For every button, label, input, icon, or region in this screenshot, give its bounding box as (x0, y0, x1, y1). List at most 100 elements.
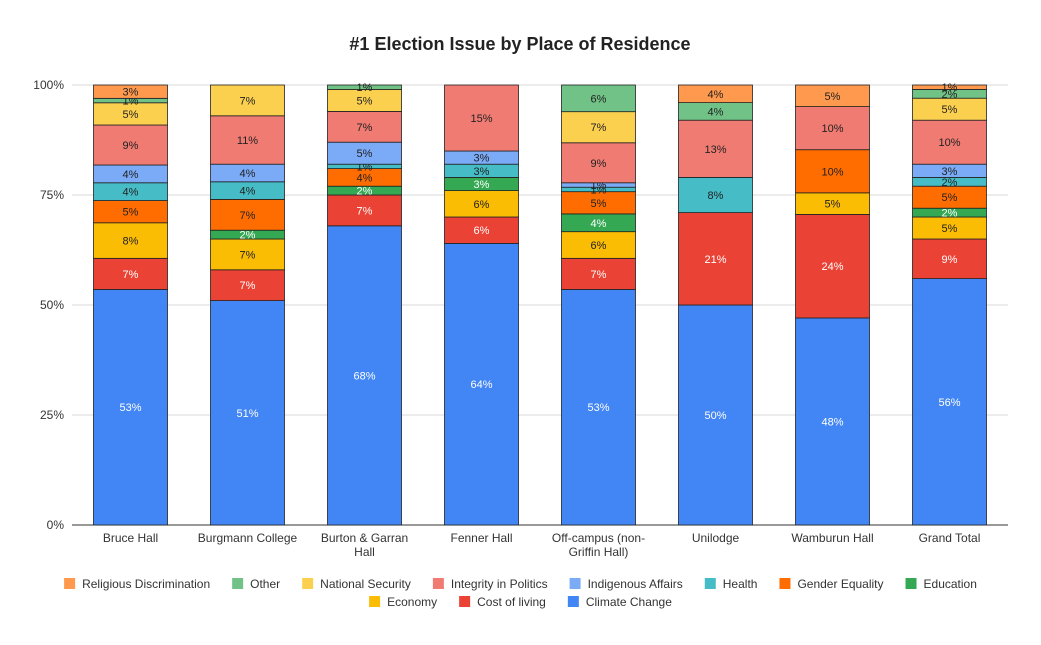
data-label: 10% (821, 166, 843, 178)
bar-segment (561, 84, 636, 113)
bars: 53%7%8%5%4%4%9%5%1%3%51%7%7%2%7%4%4%11%7… (93, 82, 987, 526)
legend-swatch (704, 578, 716, 589)
legend-label: Climate Change (586, 595, 672, 609)
legend-swatch (459, 596, 471, 607)
data-label: 2% (357, 186, 373, 198)
data-label: 13% (704, 144, 726, 156)
data-label: 24% (821, 261, 843, 273)
data-label: 48% (821, 416, 843, 428)
data-label: 7% (240, 249, 256, 261)
legend-label: Health (723, 577, 758, 591)
data-label: 2% (240, 230, 256, 242)
bar-segment (795, 106, 870, 151)
legend-swatch (779, 578, 791, 589)
bar-segment (678, 176, 753, 213)
legend-swatch (302, 578, 314, 589)
y-tick-label: 100% (33, 78, 64, 92)
data-label: 5% (942, 192, 958, 204)
legend-item: Other (232, 577, 280, 591)
legend-item: National Security (302, 577, 411, 591)
data-label: 5% (123, 207, 139, 219)
legend-swatch (432, 578, 444, 589)
data-label: 6% (474, 225, 490, 237)
bar-stack: 53%7%6%4%5%1%1%9%7%6% (561, 84, 636, 526)
bar-stack: 68%7%2%4%1%5%7%5%1% (327, 82, 402, 526)
data-label: 3% (942, 166, 958, 178)
x-axis-ticks: Bruce Hall Burgmann College Burton & Garra… (103, 531, 981, 559)
bar-segment (210, 269, 285, 301)
bar-segment (678, 212, 753, 306)
bar-segment (327, 225, 402, 526)
data-label: 6% (591, 93, 607, 105)
bar-segment (210, 300, 285, 526)
x-tick-label: Off-campus (non-Griffin Hall) (552, 531, 645, 559)
data-label: 9% (942, 254, 958, 266)
legend-label: Economy (387, 595, 437, 609)
y-tick-label: 75% (40, 188, 64, 202)
bar-segment (561, 142, 636, 184)
x-tick-label: Wamburun Hall (791, 531, 873, 545)
data-label: 11% (237, 135, 258, 147)
legend-item: Religious Discrimination (64, 577, 210, 591)
data-label: 7% (591, 122, 607, 134)
data-label: 4% (240, 186, 256, 198)
legend-label: Other (250, 577, 280, 591)
x-tick-label: Fenner Hall (450, 531, 512, 545)
data-label: 4% (240, 168, 256, 180)
data-label: 3% (123, 87, 139, 99)
legend-label: Integrity in Politics (451, 577, 548, 591)
x-tick-label: Bruce Hall (103, 531, 158, 545)
y-tick-label: 50% (40, 298, 64, 312)
data-label: 7% (357, 205, 373, 217)
x-tick-label: Burton & Garran Hall (321, 531, 408, 559)
bar-segment (210, 84, 285, 117)
bar-stack: 53%7%8%5%4%4%9%5%1%3% (93, 84, 168, 526)
data-label: 9% (591, 158, 607, 170)
legend-label: National Security (320, 577, 411, 591)
data-label: 68% (353, 370, 375, 382)
data-label: 7% (240, 280, 256, 292)
data-label: 4% (708, 106, 724, 118)
data-label: 4% (123, 169, 139, 181)
data-label: 5% (357, 148, 373, 160)
data-label: 3% (474, 166, 490, 178)
y-tick-label: 25% (40, 408, 64, 422)
data-label: 4% (708, 89, 724, 101)
legend-item: Cost of living (459, 595, 546, 609)
data-label: 5% (123, 109, 139, 121)
data-label: 2% (942, 177, 958, 189)
legend-swatch (64, 578, 76, 589)
legend-item: Gender Equality (779, 577, 884, 591)
data-label: 9% (123, 140, 139, 152)
data-label: 53% (119, 402, 141, 414)
data-label: 8% (123, 236, 139, 248)
data-label: 7% (357, 122, 373, 134)
data-label: 5% (357, 95, 373, 107)
bar-segment (327, 111, 402, 143)
legend-item: Health (704, 577, 758, 591)
data-label: 15% (470, 113, 492, 125)
legend-item: Economy (369, 595, 437, 609)
data-label: 7% (240, 95, 256, 107)
data-label: 2% (942, 208, 958, 220)
data-label: 64% (470, 379, 492, 391)
data-label: 5% (942, 104, 958, 116)
legend-swatch (232, 578, 244, 589)
data-label: 4% (123, 187, 139, 199)
bar-segment (93, 289, 168, 526)
bar-segment (912, 278, 987, 526)
bar-segment (795, 149, 870, 194)
bar-segment (678, 84, 753, 104)
bar-segment (93, 124, 168, 166)
data-label: 56% (938, 397, 960, 409)
legend-item: Indigenous Affairs (569, 577, 683, 591)
bar-segment (678, 304, 753, 526)
data-label: 50% (704, 410, 726, 422)
data-label: 5% (942, 223, 958, 235)
legend-swatch (569, 578, 581, 589)
bar-segment (327, 84, 402, 90)
data-label: 10% (821, 123, 843, 135)
bar-segment (444, 190, 519, 218)
bar-stack: 51% 7% 7% 2% 7% 4% 4% 11% 7% (210, 84, 285, 526)
